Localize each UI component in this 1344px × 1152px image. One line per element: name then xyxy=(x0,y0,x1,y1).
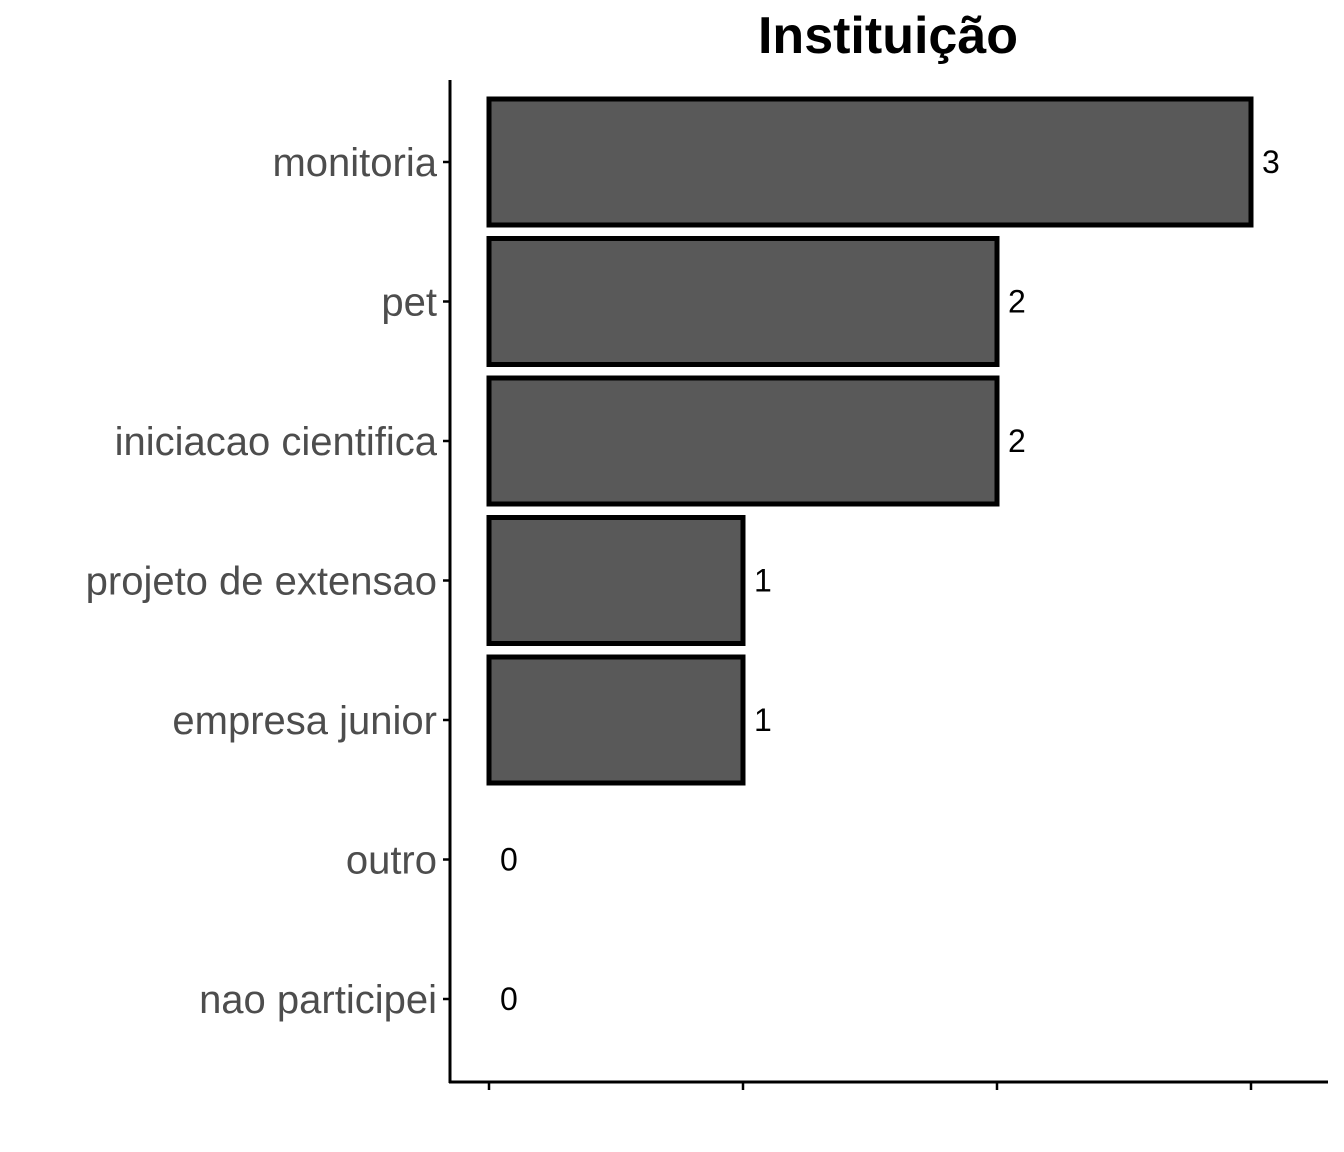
data-label-2: 2 xyxy=(1008,423,1026,459)
bar-0 xyxy=(486,96,1254,228)
category-label-4: empresa junior xyxy=(172,699,437,743)
category-label-5: outro xyxy=(346,839,437,883)
category-labels: monitoria pet iniciacao cientifica projeto … xyxy=(86,141,438,1022)
category-label-2: iniciacao cientifica xyxy=(115,420,438,464)
data-label-6: 0 xyxy=(500,981,518,1017)
chart-title: Instituição xyxy=(758,7,1018,65)
category-label-6: nao participei xyxy=(199,978,437,1022)
data-label-1: 2 xyxy=(1008,284,1026,320)
bar-1 xyxy=(486,236,1000,367)
bars xyxy=(486,96,1254,786)
category-label-3: projeto de extensao xyxy=(86,560,437,604)
data-label-5: 0 xyxy=(500,842,518,878)
category-label-1: pet xyxy=(381,281,437,325)
bar-2 xyxy=(486,375,1000,507)
category-label-0: monitoria xyxy=(272,141,437,185)
data-label-3: 1 xyxy=(754,563,772,599)
data-labels: 3 2 2 1 1 0 0 xyxy=(500,144,1280,1017)
bar-4 xyxy=(486,654,746,786)
bar-3 xyxy=(486,515,746,646)
data-label-0: 3 xyxy=(1262,144,1280,180)
data-label-4: 1 xyxy=(754,702,772,738)
